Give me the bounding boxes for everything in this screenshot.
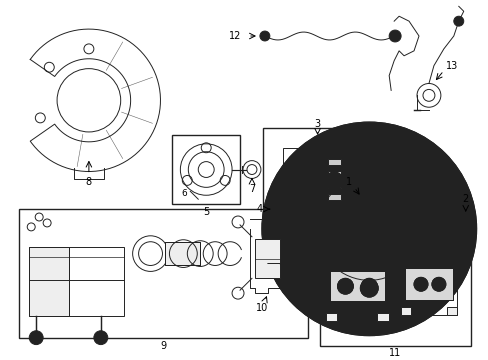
- Text: 2: 2: [462, 194, 468, 204]
- Circle shape: [303, 238, 321, 256]
- Circle shape: [388, 30, 400, 42]
- Bar: [319, 247, 470, 346]
- Text: 13: 13: [445, 61, 457, 71]
- Bar: [29, 247, 69, 316]
- Bar: [282, 148, 352, 211]
- Circle shape: [94, 331, 107, 345]
- Text: 6: 6: [181, 189, 187, 198]
- Bar: [254, 239, 279, 278]
- Bar: [29, 247, 123, 316]
- Text: 4: 4: [256, 204, 263, 214]
- Circle shape: [262, 122, 476, 336]
- Circle shape: [361, 278, 376, 294]
- Bar: [165, 242, 200, 265]
- Circle shape: [413, 277, 427, 291]
- Bar: [327, 171, 341, 176]
- Text: 5: 5: [203, 207, 209, 217]
- Text: 8: 8: [86, 177, 92, 188]
- Bar: [327, 183, 341, 188]
- Bar: [165, 242, 200, 265]
- Text: 12: 12: [228, 31, 241, 41]
- Text: 3: 3: [314, 119, 320, 129]
- Bar: [400, 307, 410, 315]
- Circle shape: [325, 172, 343, 190]
- Circle shape: [431, 277, 445, 291]
- Bar: [19, 209, 307, 338]
- Bar: [172, 135, 240, 204]
- Bar: [325, 313, 337, 321]
- Circle shape: [453, 16, 463, 26]
- Bar: [376, 313, 388, 321]
- Text: 10: 10: [255, 303, 267, 313]
- Bar: [329, 271, 385, 301]
- Text: 7: 7: [248, 184, 255, 194]
- Bar: [329, 271, 385, 301]
- Circle shape: [349, 209, 388, 249]
- Circle shape: [337, 278, 353, 294]
- Text: 11: 11: [388, 347, 401, 357]
- Bar: [404, 269, 452, 300]
- Bar: [327, 194, 341, 200]
- Circle shape: [360, 279, 377, 297]
- Circle shape: [331, 191, 406, 266]
- Circle shape: [29, 331, 43, 345]
- Bar: [263, 128, 371, 227]
- Circle shape: [416, 238, 434, 256]
- Text: 1: 1: [346, 177, 352, 188]
- Circle shape: [317, 177, 420, 280]
- Circle shape: [269, 130, 468, 328]
- Circle shape: [395, 172, 412, 190]
- Bar: [327, 159, 341, 165]
- Bar: [404, 269, 452, 300]
- Circle shape: [260, 31, 269, 41]
- Text: 9: 9: [160, 341, 166, 351]
- Bar: [446, 307, 456, 315]
